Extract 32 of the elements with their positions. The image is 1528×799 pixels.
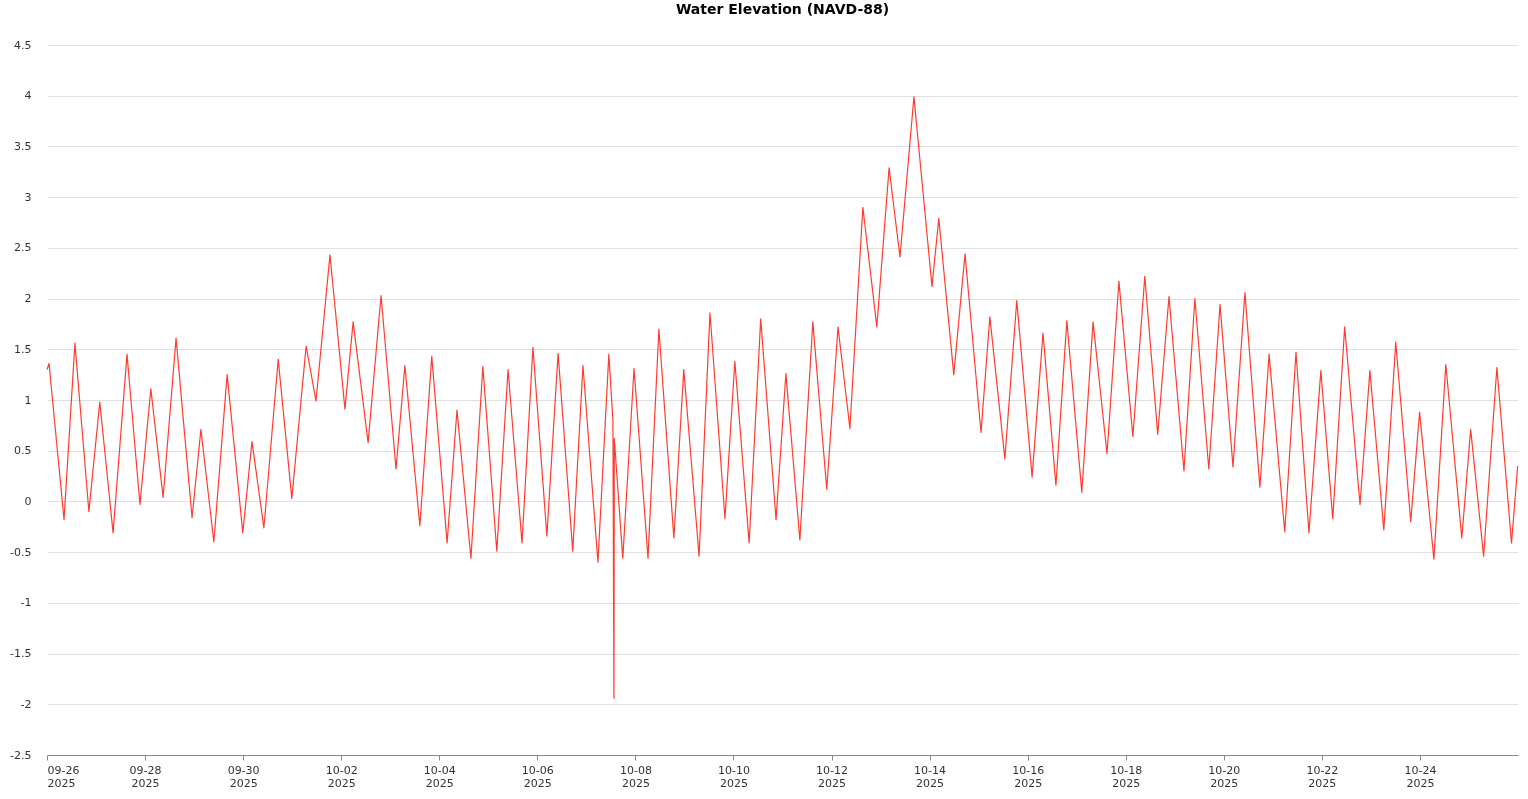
chart-title: Water Elevation (NAVD-88) — [675, 1, 890, 17]
y-tick-label: 2 — [24, 292, 32, 306]
y-tick-label: 0 — [24, 494, 32, 508]
y-tick-label: 4.5 — [14, 38, 32, 52]
x-tick-label: 10-06 2025 — [521, 763, 554, 790]
y-tick-label: -0.5 — [10, 545, 32, 559]
y-tick-label: -1.5 — [10, 647, 32, 661]
x-tick-label: 10-24 2025 — [1404, 763, 1437, 790]
x-tick-label: 10-18 2025 — [1110, 763, 1143, 790]
x-tick-label: 10-16 2025 — [1012, 763, 1045, 790]
x-tick-label: 10-08 2025 — [619, 763, 652, 790]
y-tick-label: -1 — [20, 596, 32, 610]
y-tick-label: -2 — [20, 697, 32, 711]
line-series — [46, 96, 1519, 699]
y-tick-label: 1 — [24, 393, 32, 407]
x-tick-label: 10-02 2025 — [325, 763, 358, 790]
x-tick-label: 10-12 2025 — [816, 763, 849, 790]
x-tick-label: 10-14 2025 — [914, 763, 947, 790]
y-tick-label: -2.5 — [10, 748, 32, 762]
y-tick-label: 0.5 — [14, 444, 32, 458]
x-tick-label: 10-20 2025 — [1208, 763, 1241, 790]
y-tick-label: 1.5 — [14, 342, 32, 356]
x-tick-label: 10-22 2025 — [1306, 763, 1339, 790]
y-tick-label: 3.5 — [14, 139, 32, 153]
x-tick-label: 10-10 2025 — [717, 763, 750, 790]
y-tick-label: 4 — [24, 89, 32, 103]
x-tick-label: 09-28 2025 — [129, 763, 162, 790]
y-tick-label: 2.5 — [14, 241, 32, 255]
x-tick-label: 09-30 2025 — [227, 763, 260, 790]
x-tick-label: 10-04 2025 — [423, 763, 456, 790]
x-tick-label: 09-26 2025 — [47, 763, 80, 790]
y-tick-label: 3 — [24, 190, 32, 204]
